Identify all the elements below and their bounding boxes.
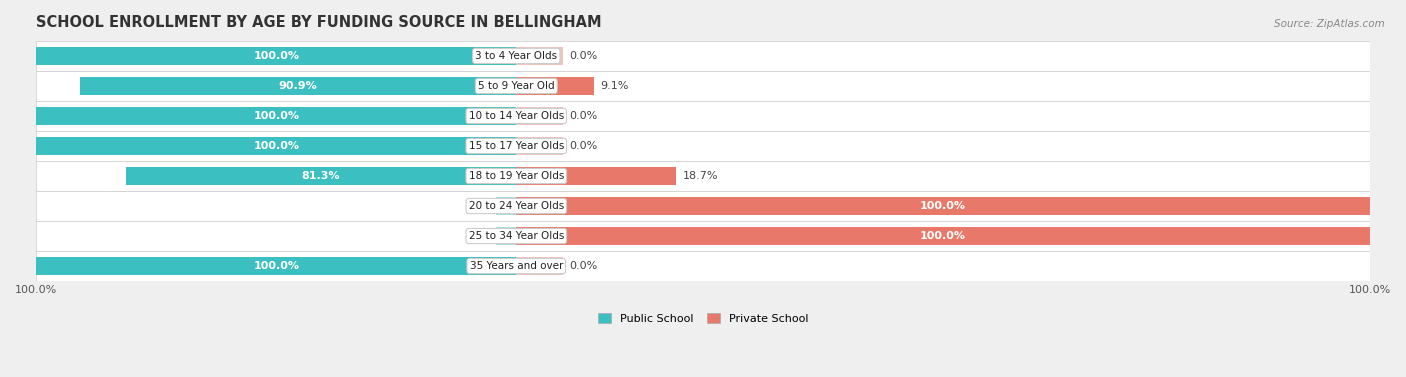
Text: 9.1%: 9.1% [600,81,628,91]
Text: 100.0%: 100.0% [253,141,299,151]
Text: 0.0%: 0.0% [481,231,509,241]
Bar [37,251,1369,281]
Legend: Public School, Private School: Public School, Private School [593,309,813,328]
Text: 10 to 14 Year Olds: 10 to 14 Year Olds [468,111,564,121]
Bar [37,191,1369,221]
Bar [37,161,1369,191]
Text: 25 to 34 Year Olds: 25 to 34 Year Olds [468,231,564,241]
Text: 5 to 9 Year Old: 5 to 9 Year Old [478,81,554,91]
Bar [37,107,516,125]
Bar [37,101,1369,131]
Bar [516,136,562,155]
Bar [37,47,516,65]
Bar [127,167,516,185]
Bar [37,136,516,155]
Text: 20 to 24 Year Olds: 20 to 24 Year Olds [468,201,564,211]
Bar [516,77,593,95]
Bar [37,41,1369,71]
Bar [37,257,516,275]
Text: 0.0%: 0.0% [481,201,509,211]
Bar [37,131,1369,161]
Text: 0.0%: 0.0% [569,141,598,151]
Bar [516,197,1369,215]
Text: 3 to 4 Year Olds: 3 to 4 Year Olds [475,51,557,61]
Text: 100.0%: 100.0% [253,51,299,61]
Text: 81.3%: 81.3% [302,171,340,181]
Text: 18 to 19 Year Olds: 18 to 19 Year Olds [468,171,564,181]
Text: 0.0%: 0.0% [569,51,598,61]
Bar [80,77,516,95]
Text: Source: ZipAtlas.com: Source: ZipAtlas.com [1274,19,1385,29]
Text: 100.0%: 100.0% [920,231,966,241]
Bar [516,47,562,65]
Bar [496,197,516,215]
Text: SCHOOL ENROLLMENT BY AGE BY FUNDING SOURCE IN BELLINGHAM: SCHOOL ENROLLMENT BY AGE BY FUNDING SOUR… [37,15,602,30]
Bar [37,71,1369,101]
Bar [496,227,516,245]
Text: 0.0%: 0.0% [569,261,598,271]
Bar [516,167,676,185]
Text: 90.9%: 90.9% [278,81,318,91]
Text: 35 Years and over: 35 Years and over [470,261,562,271]
Text: 15 to 17 Year Olds: 15 to 17 Year Olds [468,141,564,151]
Text: 100.0%: 100.0% [920,201,966,211]
Bar [516,257,562,275]
Text: 100.0%: 100.0% [253,111,299,121]
Bar [516,107,562,125]
Text: 18.7%: 18.7% [682,171,718,181]
Text: 0.0%: 0.0% [569,111,598,121]
Bar [37,221,1369,251]
Text: 100.0%: 100.0% [253,261,299,271]
Bar [516,227,1369,245]
